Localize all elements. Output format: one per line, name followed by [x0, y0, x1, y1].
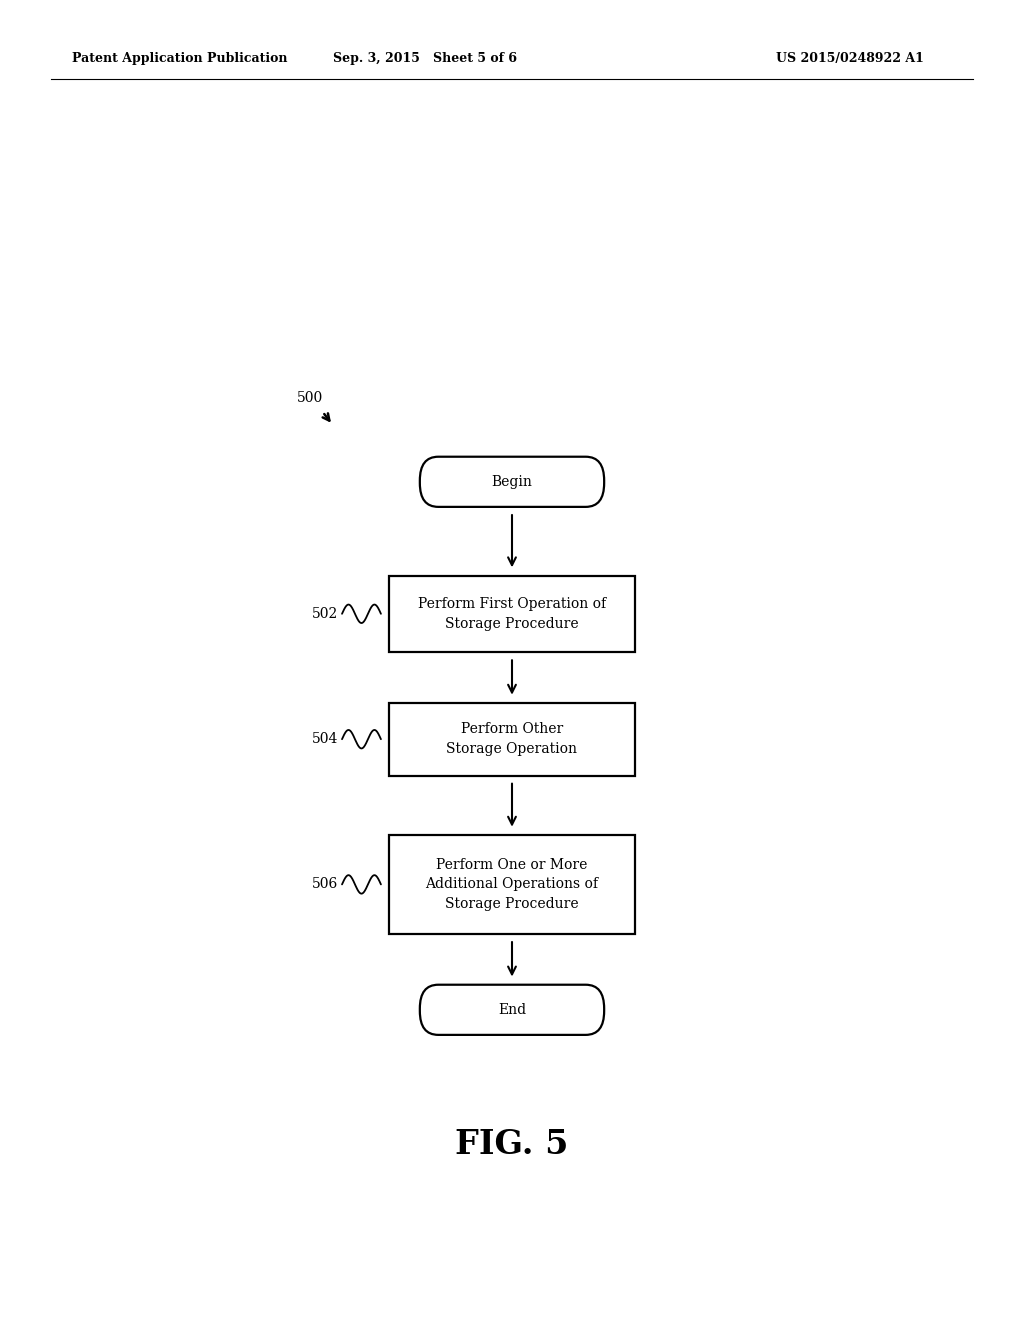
- Text: Perform First Operation of
Storage Procedure: Perform First Operation of Storage Proce…: [418, 597, 606, 631]
- Text: 506: 506: [311, 878, 338, 891]
- Text: 502: 502: [311, 607, 338, 620]
- FancyBboxPatch shape: [389, 834, 635, 935]
- Text: End: End: [498, 1003, 526, 1016]
- FancyBboxPatch shape: [389, 704, 635, 776]
- Text: 500: 500: [297, 391, 324, 405]
- Text: 504: 504: [311, 733, 338, 746]
- Text: Sep. 3, 2015   Sheet 5 of 6: Sep. 3, 2015 Sheet 5 of 6: [333, 51, 517, 65]
- Text: Perform Other
Storage Operation: Perform Other Storage Operation: [446, 722, 578, 756]
- Text: US 2015/0248922 A1: US 2015/0248922 A1: [776, 51, 924, 65]
- FancyBboxPatch shape: [420, 457, 604, 507]
- Text: Begin: Begin: [492, 475, 532, 488]
- Text: FIG. 5: FIG. 5: [456, 1127, 568, 1162]
- FancyBboxPatch shape: [389, 576, 635, 652]
- Text: Patent Application Publication: Patent Application Publication: [72, 51, 287, 65]
- FancyBboxPatch shape: [420, 985, 604, 1035]
- Text: Perform One or More
Additional Operations of
Storage Procedure: Perform One or More Additional Operation…: [426, 858, 598, 911]
